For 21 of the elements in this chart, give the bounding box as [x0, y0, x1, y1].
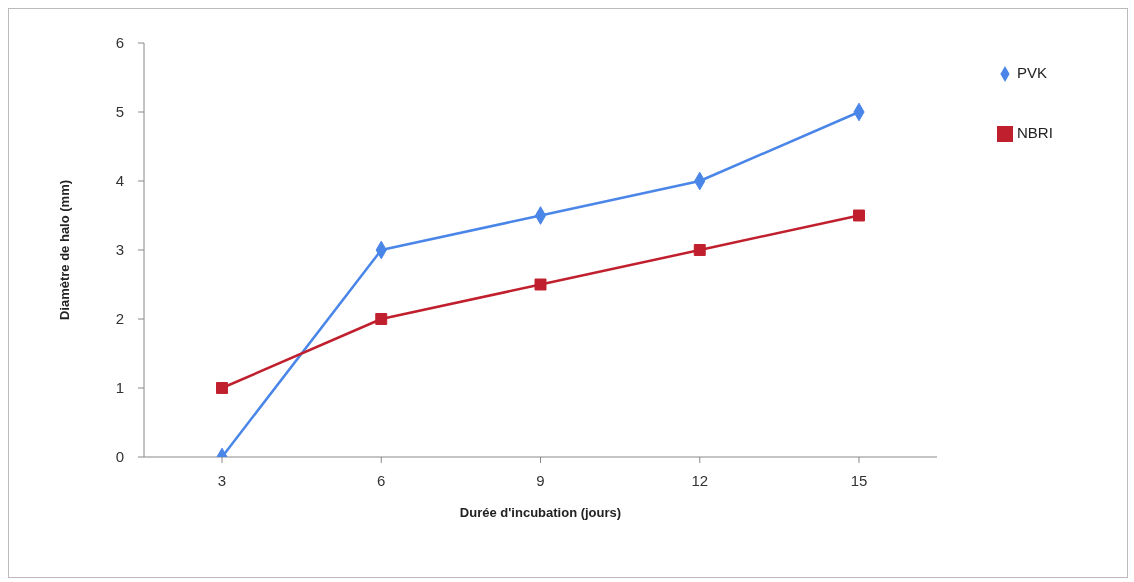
x-tick-label: 12: [691, 471, 709, 489]
legend-label: NBRI: [1017, 124, 1053, 141]
point: [693, 244, 706, 256]
x-tick-label: 15: [850, 471, 868, 489]
y-tick-label: 1: [115, 379, 124, 397]
y-tick-label: 6: [115, 34, 124, 52]
point: [216, 382, 228, 394]
x-tick-label: 3: [217, 471, 227, 489]
point: [375, 313, 388, 325]
x-tick-label: 9: [536, 471, 545, 489]
y-axis-title: Diamètre de halo (mm): [56, 179, 72, 321]
legend-label: PVK: [1017, 64, 1048, 81]
y-tick-label: 2: [115, 310, 124, 328]
point: [534, 278, 547, 291]
x-axis-title: Durée d'incubation (jours): [459, 505, 622, 520]
y-tick-label: 5: [115, 103, 124, 121]
point: [853, 209, 865, 222]
x-tick-label: 6: [377, 471, 386, 489]
y-tick-label: 3: [115, 241, 124, 259]
y-tick-label: 0: [115, 448, 124, 466]
y-tick-label: 4: [115, 172, 124, 190]
